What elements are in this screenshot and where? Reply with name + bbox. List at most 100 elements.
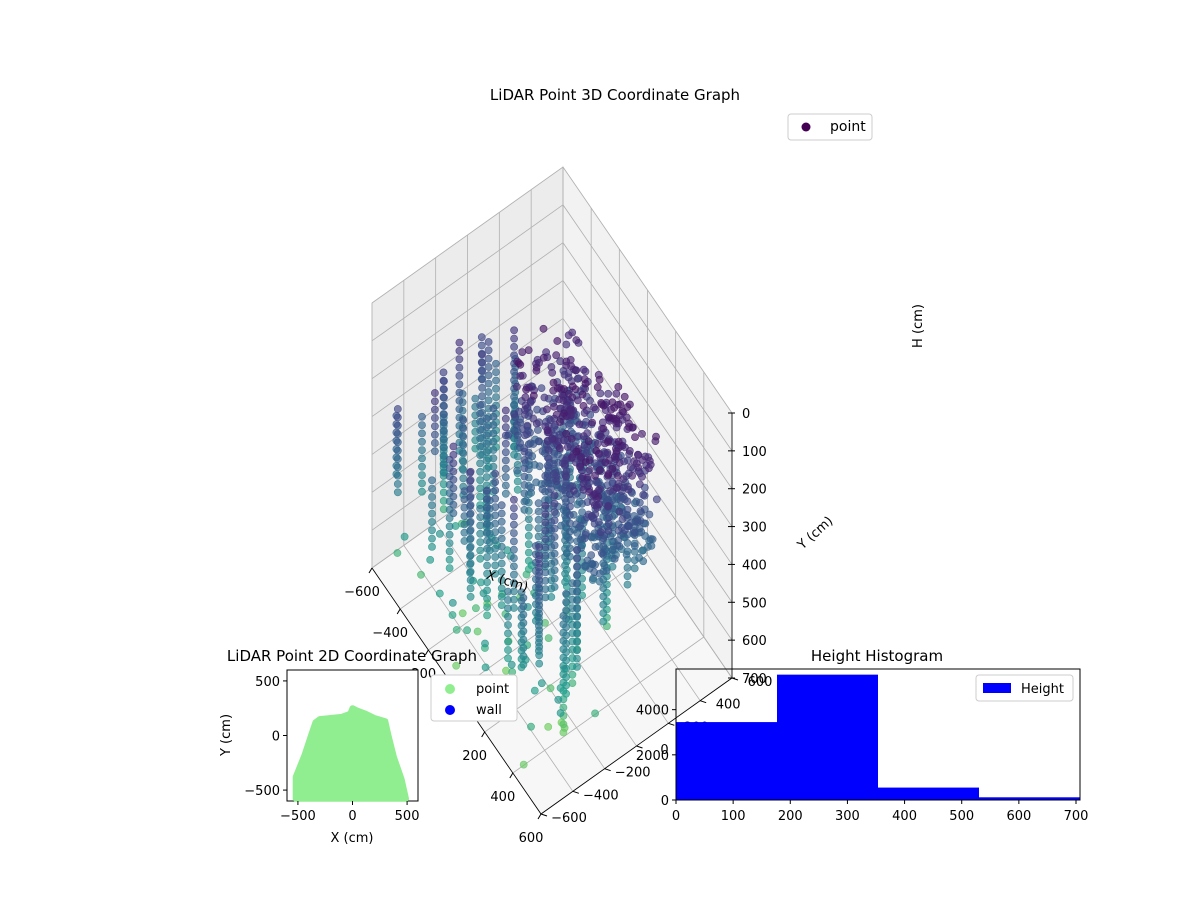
data-point [586, 396, 594, 405]
data-point [520, 505, 529, 514]
data-point [501, 473, 510, 481]
data-point [449, 492, 458, 501]
tick-label-x: −500 [280, 809, 316, 824]
data-point [519, 635, 528, 644]
data-point [550, 491, 559, 500]
data-point [428, 476, 436, 485]
data-point [522, 570, 531, 579]
data-point [449, 500, 458, 509]
grid-line-h [371, 280, 733, 527]
data-point [497, 551, 506, 559]
data-point [516, 439, 524, 447]
tick-label-h: 400 [742, 558, 767, 573]
tick-label-h: 500 [742, 596, 767, 611]
data-point [561, 494, 569, 503]
data-point [430, 405, 439, 414]
data-point [576, 535, 585, 544]
data-point [445, 555, 454, 564]
data-point [597, 432, 605, 441]
data-point [583, 449, 591, 457]
data-point [534, 426, 542, 434]
data-point [459, 466, 468, 474]
data-point [530, 686, 539, 695]
data-point [445, 522, 454, 531]
data-point [476, 401, 484, 409]
data-point [535, 555, 543, 564]
data-point [573, 579, 581, 588]
data-point [483, 511, 491, 520]
legend-box [975, 674, 1074, 702]
data-point [484, 363, 493, 371]
data-point [466, 484, 475, 493]
data-point [599, 609, 608, 617]
data-point [455, 371, 464, 380]
data-point [591, 471, 599, 480]
data-point [512, 420, 521, 429]
data-point [484, 379, 493, 388]
data-point [466, 509, 475, 518]
data-point [479, 589, 488, 598]
data-point [593, 383, 602, 392]
data-point [599, 542, 608, 551]
data-point [608, 546, 617, 554]
data-point [476, 417, 484, 426]
legend-label-point: point [476, 682, 509, 697]
data-point [520, 489, 529, 498]
data-point [601, 458, 610, 467]
data-point [466, 567, 475, 576]
data-point [618, 515, 627, 523]
data-point [458, 609, 467, 618]
data-point [541, 526, 550, 535]
tick-label-x: 300 [835, 809, 860, 824]
data-point [418, 412, 426, 421]
data-point [476, 459, 484, 468]
data-point [430, 389, 439, 397]
data-point [560, 370, 569, 379]
data-point [535, 647, 543, 655]
data-point [492, 368, 500, 376]
data-point [524, 346, 533, 354]
data-point [463, 626, 471, 635]
data-point [549, 470, 558, 478]
data-point [524, 515, 533, 524]
data-point [418, 429, 426, 438]
data-point [430, 430, 439, 439]
data-point [445, 547, 454, 556]
chart-histogram: Height Histogram 0 100 200 300 400 500 600 7000… [636, 647, 1089, 824]
data-point [539, 353, 548, 362]
data-point [559, 670, 568, 679]
data-point [550, 574, 559, 583]
data-point [510, 326, 518, 335]
data-point [613, 541, 622, 550]
data-point [513, 431, 522, 440]
data-point [599, 584, 608, 592]
data-point [645, 464, 653, 473]
data-point [529, 391, 538, 400]
data-point [550, 558, 559, 566]
data-point [482, 456, 491, 465]
data-point [519, 660, 528, 669]
data-point [614, 526, 623, 535]
data-point [393, 413, 402, 422]
data-point [623, 539, 632, 547]
data-point [573, 563, 581, 571]
data-point [418, 421, 426, 429]
data-point [428, 484, 436, 493]
data-point [550, 549, 559, 558]
legend-label-point: point [830, 119, 866, 135]
data-point [519, 619, 528, 627]
data-point [491, 478, 500, 486]
data-point [439, 460, 448, 468]
data-point [439, 435, 448, 443]
data-point [547, 485, 555, 493]
data-point [591, 709, 599, 718]
data-point [501, 448, 510, 457]
data-point [552, 410, 561, 419]
data-point [614, 437, 623, 446]
data-point [623, 403, 632, 411]
data-point [497, 576, 506, 584]
grid-line-h [371, 242, 733, 489]
data-point [484, 396, 493, 405]
data-point [439, 401, 448, 410]
data-point [610, 555, 619, 563]
